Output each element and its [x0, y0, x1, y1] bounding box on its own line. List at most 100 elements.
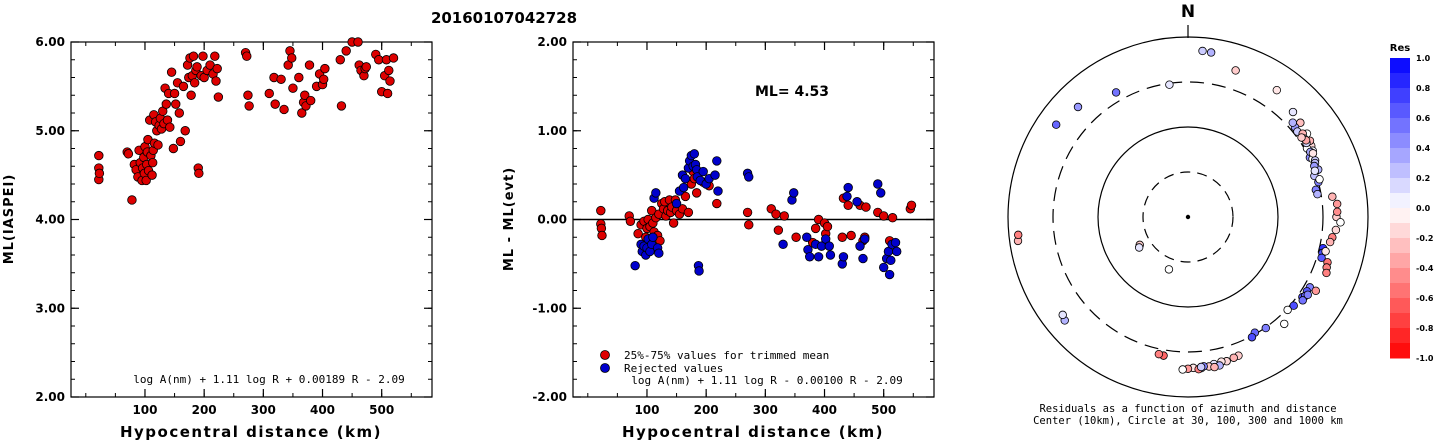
data-point [211, 76, 221, 86]
rejected-point [878, 262, 889, 273]
rejected-point [892, 246, 902, 257]
y-tick-label: 5.00 [35, 124, 65, 138]
station-point [1261, 323, 1270, 333]
colorbar-cell [1390, 313, 1410, 329]
y-tick-label: 3.00 [35, 301, 65, 315]
rejected-point [813, 252, 824, 262]
trimmed-point [906, 200, 917, 211]
station-point [1154, 349, 1164, 359]
station-point [1297, 133, 1306, 142]
colorbar-label: 0.0 [1416, 204, 1431, 213]
station-point [1288, 118, 1297, 127]
station-point [1289, 301, 1298, 310]
data-point [336, 101, 347, 111]
trimmed-point [691, 188, 702, 198]
rejected-point [678, 182, 689, 193]
colorbar-label: -0.4 [1416, 264, 1434, 273]
station-points [1013, 46, 1345, 374]
rejected-point [843, 182, 853, 193]
ml-annotation: ML= 4.53 [755, 84, 829, 100]
trimmed-point [887, 213, 898, 223]
data-point [127, 195, 137, 205]
data-point [166, 67, 177, 77]
colorbar-label: 0.2 [1416, 174, 1430, 183]
data-point [300, 90, 310, 100]
data-point [288, 83, 298, 93]
trimmed-point [625, 216, 636, 226]
trimmed-point [791, 232, 801, 242]
station-point [1134, 243, 1144, 252]
x-axis-label: Hypocentral distance (km) [120, 423, 382, 441]
station-point [1303, 290, 1312, 299]
data-point [189, 78, 200, 88]
y-tick-label: 2.00 [35, 390, 65, 404]
rejected-point [825, 250, 836, 260]
data-point [287, 53, 297, 63]
data-point [147, 170, 157, 180]
formula-label: log A(nm) + 1.11 log R + 0.00189 R - 2.0… [133, 373, 405, 386]
station-point [1014, 230, 1023, 240]
station-point [1280, 319, 1289, 329]
rejected-point [778, 239, 788, 250]
station-point [1051, 120, 1061, 129]
station-point [1283, 305, 1292, 315]
data-point [320, 63, 330, 74]
colorbar-cell [1390, 88, 1410, 104]
station-point [1321, 247, 1330, 256]
data-point [385, 76, 395, 86]
trimmed-point [744, 220, 754, 230]
x-tick-label: 400 [812, 403, 837, 417]
station-point [1165, 80, 1174, 89]
x-axis-label: Hypocentral distance (km) [622, 423, 884, 441]
ml-vs-distance-panel: 2.00 3.00 4.00 5.00 6.00 100 200 300 400 500 log… [2, 35, 433, 441]
ring-300km [1052, 81, 1324, 353]
colorbar-cell [1390, 328, 1410, 344]
rejected-point [689, 149, 700, 159]
colorbar-cell [1390, 343, 1410, 359]
y-tick-label: -2.00 [532, 390, 567, 404]
x-tick-label: 400 [310, 403, 335, 417]
trimmed-point [680, 191, 691, 202]
data-point [297, 108, 307, 118]
data-points [596, 149, 917, 280]
x-ticks: 100 200 300 400 500 [85, 42, 412, 417]
ring-1000km [1007, 36, 1369, 398]
rejected-point [789, 188, 799, 198]
data-point [279, 104, 289, 115]
colorbar-cell [1390, 238, 1410, 254]
data-point [94, 150, 104, 161]
data-point [141, 175, 151, 186]
rejected-point [852, 197, 862, 207]
data-point [174, 108, 185, 118]
rejected-point [698, 166, 708, 177]
station-point [1336, 218, 1345, 227]
y-tick-label: 1.00 [537, 124, 567, 138]
azimuth-residual-panel: N Residuals as a function of azimuth and… [1007, 2, 1369, 427]
station-point [1272, 85, 1282, 95]
data-point [270, 99, 280, 109]
data-point [213, 92, 224, 102]
data-point [123, 149, 134, 159]
x-tick-label: 500 [369, 403, 394, 417]
residual-colorbar: Res 1.0 0.8 0.6 0.4 0.2 0.0 -0.2 -0.4 -0.6 -0.8 -1… [1390, 43, 1434, 363]
data-point [335, 55, 345, 65]
data-point [194, 168, 204, 179]
data-point [341, 46, 351, 56]
colorbar-cell [1390, 118, 1410, 134]
trimmed-point [596, 205, 606, 216]
rejected-point [884, 269, 895, 280]
station-point [1178, 365, 1187, 374]
trimmed-point [843, 200, 853, 211]
station-point [1325, 237, 1335, 247]
y-ticks: 2.00 3.00 4.00 5.00 6.00 [35, 35, 432, 404]
data-point [192, 62, 202, 72]
station-point [1196, 362, 1206, 372]
colorbar-cell [1390, 133, 1410, 149]
trimmed-point [861, 202, 871, 212]
trimmed-point [846, 230, 856, 241]
data-point [169, 88, 180, 99]
trimmed-point [668, 218, 679, 228]
rejected-point [805, 252, 815, 262]
x-tick-label: 100 [132, 403, 157, 417]
rejected-point [694, 266, 704, 276]
